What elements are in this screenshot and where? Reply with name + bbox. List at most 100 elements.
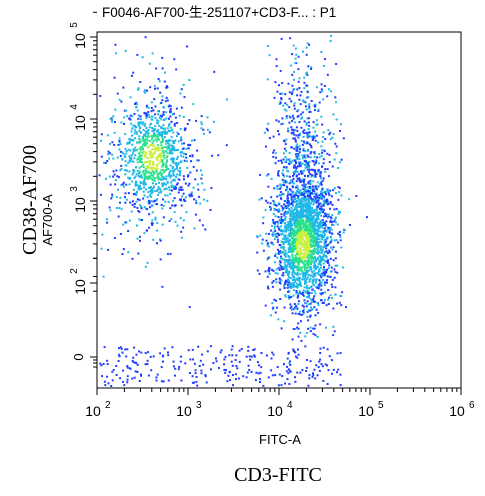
event-dot (309, 277, 312, 280)
event-dot (305, 271, 308, 274)
event-dot (316, 374, 319, 377)
x-tick-exponent: 4 (287, 400, 293, 411)
event-dot (147, 186, 150, 189)
event-dot (267, 287, 270, 290)
event-dot (160, 118, 163, 121)
event-dot (160, 101, 163, 104)
event-dot (264, 209, 267, 212)
event-dot (152, 132, 155, 135)
event-dot (284, 280, 287, 283)
event-dot (313, 295, 316, 298)
event-dot (224, 355, 227, 358)
event-dot (152, 155, 154, 158)
event-dot (275, 204, 278, 207)
event-dot (290, 243, 293, 246)
event-dot (308, 269, 311, 272)
event-dot (242, 375, 245, 378)
event-dot (274, 374, 277, 377)
event-dot (123, 122, 125, 125)
event-dot (118, 148, 121, 151)
event-dot (279, 278, 282, 281)
event-dot (305, 266, 308, 269)
event-dot (326, 348, 329, 351)
event-dot (284, 267, 287, 270)
event-dot (167, 351, 169, 354)
event-dot (320, 190, 323, 193)
event-dot (318, 261, 321, 264)
event-dot (158, 172, 161, 175)
event-dot (290, 128, 293, 131)
event-dot (278, 277, 281, 280)
event-dot (294, 201, 297, 204)
event-dot (339, 384, 342, 387)
event-dot (313, 247, 316, 250)
event-dot (161, 130, 164, 133)
event-dot (142, 166, 145, 168)
event-dot (325, 238, 328, 241)
event-dot (130, 158, 133, 160)
event-dot (133, 132, 136, 135)
event-dot (156, 121, 158, 124)
event-dot (296, 143, 299, 146)
event-dot (180, 88, 183, 91)
event-dot (177, 149, 179, 151)
event-dot (125, 149, 128, 152)
event-dot (150, 110, 153, 113)
event-dot (277, 318, 280, 321)
event-dot (195, 159, 198, 162)
event-dot (340, 246, 343, 249)
event-dot (280, 246, 283, 249)
event-dot (267, 122, 270, 125)
event-dot (287, 351, 290, 354)
event-dot (305, 366, 308, 369)
event-dot (308, 246, 311, 249)
event-dot (337, 368, 340, 371)
event-dot (212, 120, 215, 123)
event-dot (315, 123, 318, 126)
event-dot (316, 198, 319, 201)
event-dot (293, 228, 296, 231)
event-dot (297, 268, 300, 270)
event-dot (322, 221, 325, 224)
event-dot (345, 306, 347, 309)
event-dot (278, 208, 280, 211)
event-dot (100, 133, 103, 136)
event-dot (141, 56, 144, 59)
event-dot (305, 290, 308, 293)
y-tick-exponent: 5 (69, 22, 80, 28)
event-dot (315, 268, 318, 270)
event-dot (324, 241, 327, 244)
event-dot (314, 231, 317, 234)
event-dot (284, 93, 287, 96)
event-dot (166, 182, 169, 185)
event-dot (309, 185, 312, 188)
event-dot (307, 180, 310, 183)
event-dot (127, 148, 130, 151)
event-dot (240, 348, 243, 350)
event-dot (282, 248, 285, 251)
event-dot (329, 200, 332, 203)
event-dot (320, 284, 323, 287)
event-dot (295, 204, 298, 207)
event-dot (304, 101, 307, 104)
event-dot (280, 251, 283, 254)
event-dot (325, 254, 328, 257)
event-dot (118, 347, 120, 350)
event-dot (165, 163, 168, 166)
event-dot (284, 210, 287, 213)
event-dot (338, 233, 341, 236)
event-dot (194, 369, 197, 372)
event-dot (282, 246, 285, 249)
event-dot (342, 231, 345, 234)
event-dot (143, 112, 146, 115)
event-dot (321, 256, 324, 259)
event-dot (297, 234, 299, 237)
event-dot (332, 224, 335, 226)
event-dot (334, 257, 337, 260)
event-dot (147, 191, 150, 194)
event-dot (310, 192, 313, 195)
event-dot (146, 165, 148, 168)
event-dot (281, 178, 284, 181)
event-dot (336, 271, 339, 274)
event-dot (292, 182, 295, 185)
